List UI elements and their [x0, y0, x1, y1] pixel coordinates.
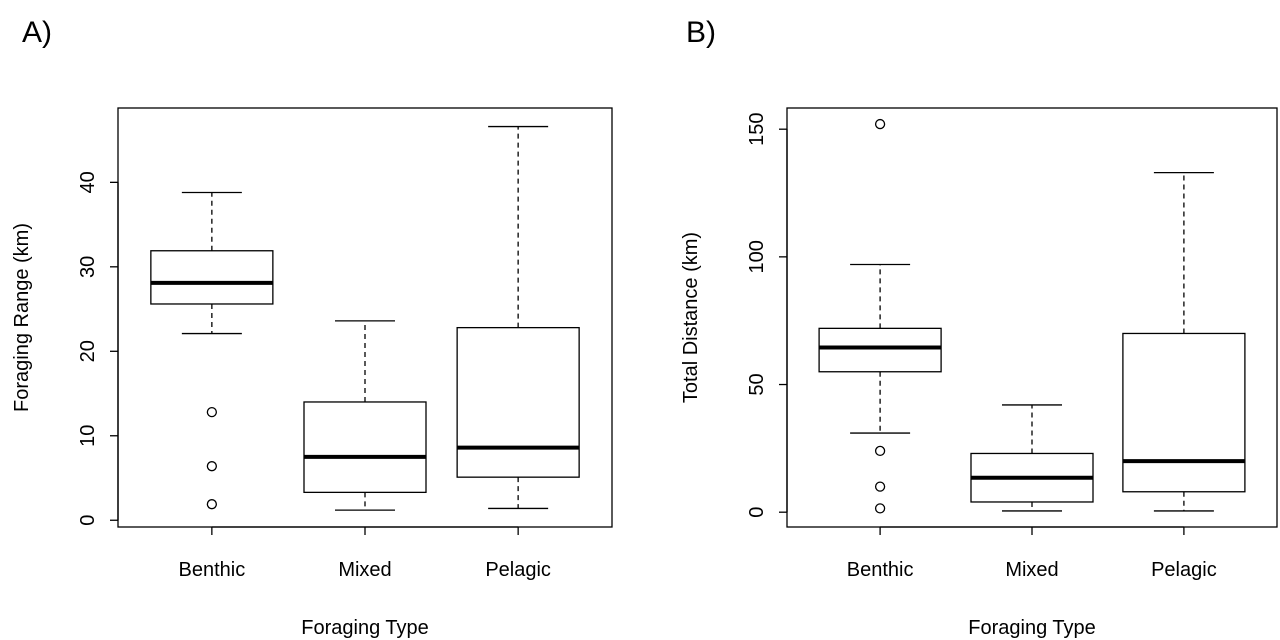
box-benthic [818, 118, 942, 514]
y-tick-label: 30 [77, 256, 99, 278]
box-benthic [150, 191, 274, 510]
iqr-box [150, 250, 274, 305]
box-pelagic [456, 125, 580, 510]
y-tick-label: 40 [77, 171, 99, 193]
iqr-box [303, 401, 427, 494]
x-tick-label: Pelagic [485, 559, 551, 581]
panel-1: B) 0 50 100 150 Benthic Mixed Pelagic Foraging T… [680, 16, 1278, 639]
outlier-point [206, 499, 218, 510]
x-tick-label: Benthic [847, 559, 914, 581]
x-tick-label: Mixed [1005, 559, 1058, 581]
y-tick-label: 50 [746, 373, 768, 395]
y-tick-label: 20 [77, 340, 99, 362]
iqr-box [818, 327, 942, 373]
y-tick-label: 0 [77, 515, 99, 526]
panel-label: B) [686, 16, 716, 49]
outlier-point [874, 503, 886, 514]
outlier-point [206, 406, 218, 418]
x-axis-title: Foraging Type [968, 617, 1096, 639]
box-pelagic [1122, 171, 1246, 512]
y-tick-label: 10 [77, 425, 99, 447]
box-mixed [303, 320, 427, 511]
panel-label: A) [22, 16, 52, 49]
x-axis-title: Foraging Type [301, 617, 429, 639]
outlier-point [874, 118, 886, 130]
outlier-point [206, 461, 218, 472]
y-tick-label: 100 [746, 240, 768, 273]
outlier-point [874, 445, 886, 457]
panel-0: A) 0 10 20 30 40 Benthic Mixed Pelagic Foraging T… [11, 16, 613, 639]
box-mixed [970, 404, 1094, 512]
outlier-point [874, 481, 886, 492]
x-tick-label: Mixed [338, 559, 391, 581]
y-axis-title: Total Distance (km) [680, 232, 702, 403]
y-tick-label: 0 [746, 507, 768, 518]
iqr-box [456, 326, 580, 478]
x-tick-label: Benthic [179, 559, 246, 581]
y-tick-label: 150 [746, 113, 768, 146]
iqr-box [1122, 332, 1246, 493]
x-tick-label: Pelagic [1151, 559, 1217, 581]
y-axis-title: Foraging Range (km) [11, 223, 33, 412]
